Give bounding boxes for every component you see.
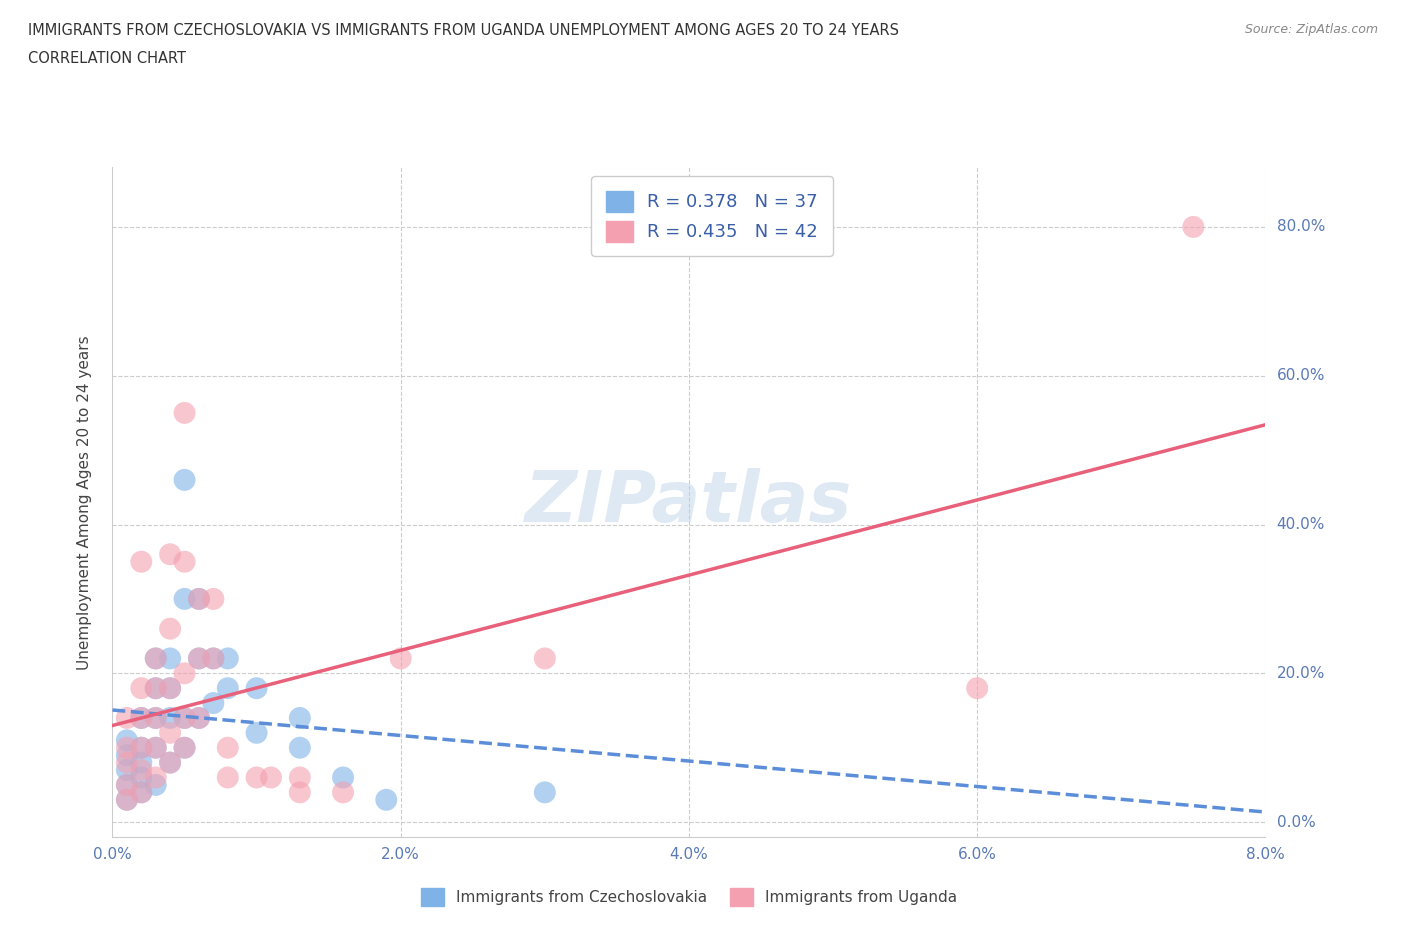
Point — [115, 711, 138, 725]
Text: 20.0%: 20.0% — [1277, 666, 1324, 681]
Point — [188, 711, 211, 725]
Point — [1182, 219, 1205, 234]
Point — [145, 711, 167, 725]
Point — [332, 770, 354, 785]
Point — [129, 785, 153, 800]
Point — [173, 554, 195, 569]
Point — [115, 777, 138, 792]
Point — [245, 770, 267, 785]
Point — [145, 681, 167, 696]
Point — [129, 770, 153, 785]
Point — [129, 740, 153, 755]
Text: 80.0%: 80.0% — [1277, 219, 1324, 234]
Point — [173, 740, 195, 755]
Point — [145, 740, 167, 755]
Point — [145, 740, 167, 755]
Point — [115, 748, 138, 763]
Point — [145, 777, 167, 792]
Point — [159, 681, 181, 696]
Point — [115, 763, 138, 777]
Point — [129, 785, 153, 800]
Point — [217, 681, 239, 696]
Point — [288, 770, 311, 785]
Point — [145, 681, 167, 696]
Point — [145, 770, 167, 785]
Point — [288, 740, 311, 755]
Point — [129, 711, 153, 725]
Point — [129, 554, 153, 569]
Point — [389, 651, 412, 666]
Point — [145, 651, 167, 666]
Point — [115, 777, 138, 792]
Point — [145, 651, 167, 666]
Point — [533, 651, 555, 666]
Point — [188, 651, 211, 666]
Point — [173, 591, 195, 606]
Point — [202, 651, 225, 666]
Point — [245, 681, 267, 696]
Text: 40.0%: 40.0% — [1277, 517, 1324, 532]
Point — [159, 725, 181, 740]
Point — [260, 770, 283, 785]
Point — [173, 666, 195, 681]
Point — [159, 755, 181, 770]
Point — [129, 681, 153, 696]
Point — [188, 591, 211, 606]
Point — [288, 785, 311, 800]
Point — [202, 591, 225, 606]
Point — [115, 792, 138, 807]
Point — [159, 621, 181, 636]
Text: 0.0%: 0.0% — [1277, 815, 1315, 830]
Text: IMMIGRANTS FROM CZECHOSLOVAKIA VS IMMIGRANTS FROM UGANDA UNEMPLOYMENT AMONG AGES: IMMIGRANTS FROM CZECHOSLOVAKIA VS IMMIGR… — [28, 23, 898, 38]
Point — [159, 681, 181, 696]
Point — [115, 733, 138, 748]
Point — [188, 711, 211, 725]
Point — [217, 740, 239, 755]
Point — [129, 711, 153, 725]
Point — [217, 651, 239, 666]
Point — [159, 547, 181, 562]
Point — [115, 740, 138, 755]
Point — [145, 711, 167, 725]
Point — [159, 711, 181, 725]
Point — [173, 711, 195, 725]
Point — [288, 711, 311, 725]
Point — [129, 740, 153, 755]
Text: 60.0%: 60.0% — [1277, 368, 1324, 383]
Point — [115, 792, 138, 807]
Text: CORRELATION CHART: CORRELATION CHART — [28, 51, 186, 66]
Point — [159, 755, 181, 770]
Point — [202, 696, 225, 711]
Point — [375, 792, 398, 807]
Point — [533, 785, 555, 800]
Point — [966, 681, 988, 696]
Point — [188, 651, 211, 666]
Text: ZIPatlas: ZIPatlas — [526, 468, 852, 537]
Point — [245, 725, 267, 740]
Point — [159, 651, 181, 666]
Point — [115, 755, 138, 770]
Text: Source: ZipAtlas.com: Source: ZipAtlas.com — [1244, 23, 1378, 36]
Point — [202, 651, 225, 666]
Point — [332, 785, 354, 800]
Point — [173, 740, 195, 755]
Point — [129, 763, 153, 777]
Legend: Immigrants from Czechoslovakia, Immigrants from Uganda: Immigrants from Czechoslovakia, Immigran… — [411, 877, 967, 916]
Point — [173, 405, 195, 420]
Point — [129, 755, 153, 770]
Point — [217, 770, 239, 785]
Y-axis label: Unemployment Among Ages 20 to 24 years: Unemployment Among Ages 20 to 24 years — [77, 335, 91, 670]
Point — [173, 472, 195, 487]
Point — [173, 711, 195, 725]
Point — [188, 591, 211, 606]
